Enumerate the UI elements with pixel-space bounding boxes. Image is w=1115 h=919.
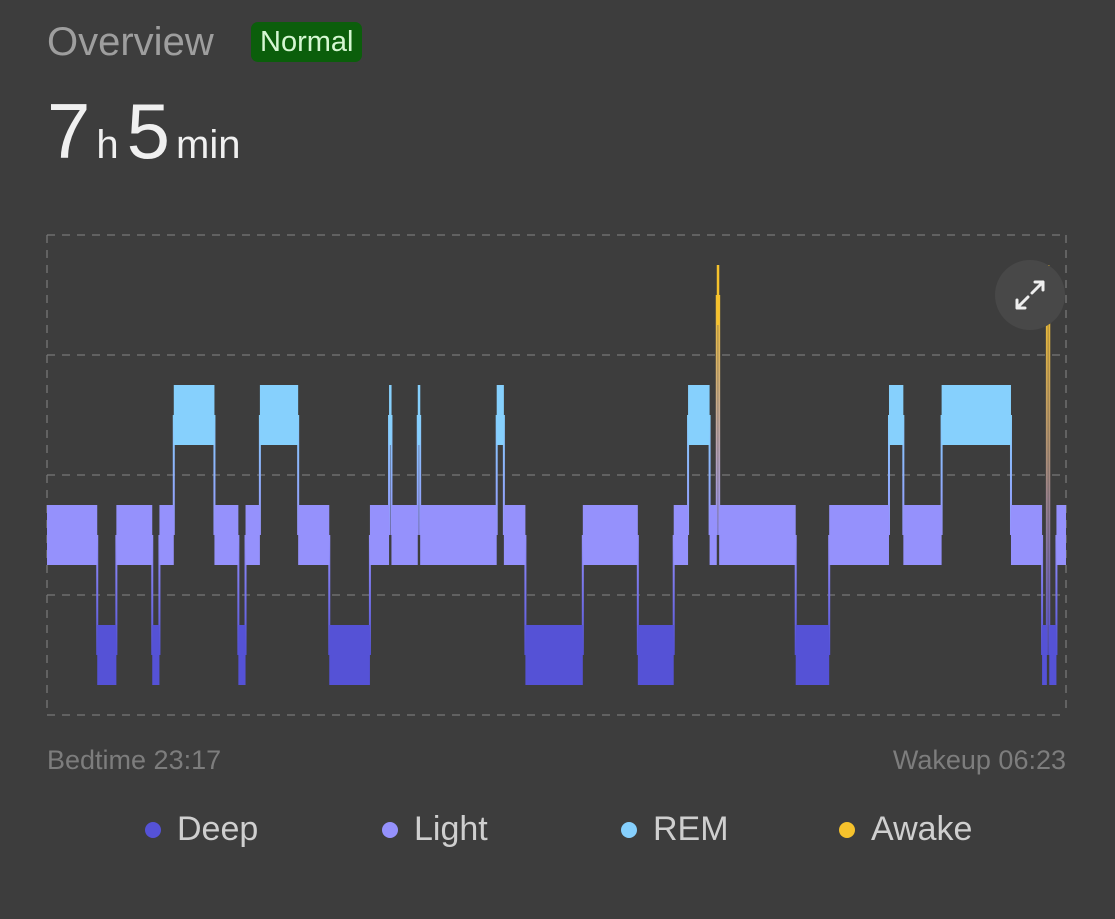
bedtime-label: Bedtime 23:17 — [47, 745, 222, 775]
stage-transition — [495, 415, 498, 535]
wakeup-label: Wakeup 06:23 — [892, 745, 1066, 775]
stage-bar-light — [159, 505, 174, 565]
stage-bar-light — [420, 505, 497, 565]
stage-bar-rem — [941, 385, 1011, 445]
stage-bar-deep — [525, 625, 583, 685]
legend-item-deep: Deep — [145, 810, 258, 849]
stage-bar-deep — [329, 625, 370, 685]
stage-bar-light — [298, 505, 330, 565]
legend-label: REM — [653, 810, 729, 848]
stage-transition — [524, 535, 527, 655]
stage-bar-light — [719, 505, 796, 565]
stage-bar-rem — [389, 385, 392, 445]
stage-bar-deep — [1042, 625, 1047, 685]
stage-bar-light — [903, 505, 942, 565]
stage-transition — [794, 535, 797, 655]
expand-button[interactable] — [995, 260, 1065, 330]
sleep-duration: 7 h 5 min — [47, 86, 248, 177]
stage-transition — [718, 295, 721, 535]
stage-bar-deep — [152, 625, 160, 685]
stage-bar-rem — [688, 385, 710, 445]
legend-dot-rem — [621, 821, 637, 838]
legend-item-rem: REM — [621, 810, 729, 849]
stage-transition — [237, 535, 240, 655]
legend-label: Awake — [871, 810, 973, 848]
legend-item-light: Light — [382, 810, 488, 849]
stage-transition — [502, 415, 505, 535]
stage-bar-light — [245, 505, 260, 565]
stage-transition — [244, 535, 247, 655]
legend-label: Deep — [177, 810, 259, 848]
stage-bar-deep — [795, 625, 830, 685]
stage-transition — [388, 415, 391, 535]
stage-bar-deep — [97, 625, 117, 685]
stage-transition — [1041, 535, 1044, 655]
stage-transition — [940, 415, 943, 535]
stage-transition — [297, 415, 300, 535]
stage-transition — [1009, 415, 1012, 535]
stage-transition — [708, 415, 711, 535]
stage-bar-light — [391, 505, 418, 565]
stage-transition — [368, 535, 371, 655]
stage-transition — [390, 415, 393, 535]
status-badge: Normal — [251, 22, 363, 62]
stage-transition — [172, 415, 175, 535]
stage-transition — [96, 535, 99, 655]
stage-bar-light — [1056, 505, 1066, 565]
stage-transition — [158, 535, 161, 655]
legend-dot-deep — [145, 821, 161, 838]
stage-transition — [213, 415, 216, 535]
stage-transition — [1055, 535, 1058, 655]
legend-item-awake: Awake — [839, 810, 972, 849]
stage-transition — [902, 415, 905, 535]
hours-unit: h — [96, 123, 119, 167]
stage-transition — [115, 535, 118, 655]
stage-transition — [672, 535, 675, 655]
stage-bar-light — [116, 505, 153, 565]
stage-bar-light — [829, 505, 889, 565]
stage-bar-light — [582, 505, 638, 565]
stage-transition — [1045, 295, 1048, 655]
stage-bar-deep — [637, 625, 674, 685]
stage-transition — [416, 415, 419, 535]
stage-bar-rem — [888, 385, 904, 445]
duration-minutes: 5 — [126, 87, 171, 175]
minutes-unit: min — [176, 123, 241, 167]
stage-bar-light — [709, 505, 717, 565]
page-title: Overview — [47, 20, 214, 64]
stage-bar-light — [47, 505, 98, 565]
stage-transition — [636, 535, 639, 655]
stage-bar-awake — [716, 265, 720, 325]
stage-transition — [1048, 295, 1051, 655]
stage-transition — [258, 415, 261, 535]
stage-transition — [151, 535, 154, 655]
stage-bar-light — [673, 505, 689, 565]
stage-bar-rem — [496, 385, 504, 445]
stage-transition — [828, 535, 831, 655]
stage-bar-rem — [259, 385, 299, 445]
stage-transition — [419, 415, 422, 535]
stage-transition — [687, 415, 690, 535]
stage-bar-deep — [1049, 625, 1057, 685]
stage-transition — [715, 295, 718, 535]
duration-hours: 7 — [47, 87, 91, 175]
stage-bar-light — [369, 505, 390, 565]
stage-transition — [581, 535, 584, 655]
stage-bar-light — [214, 505, 239, 565]
stage-transition — [328, 535, 331, 655]
legend-dot-awake — [839, 821, 855, 838]
expand-icon — [1015, 280, 1045, 310]
legend-dot-light — [382, 821, 398, 838]
stage-bar-deep — [238, 625, 246, 685]
stage-transition — [887, 415, 890, 535]
stage-bar-rem — [417, 385, 421, 445]
legend-label: Light — [414, 810, 488, 848]
stage-bar-light — [503, 505, 526, 565]
stage-bar-light — [1010, 505, 1043, 565]
stage-bar-rem — [173, 385, 215, 445]
